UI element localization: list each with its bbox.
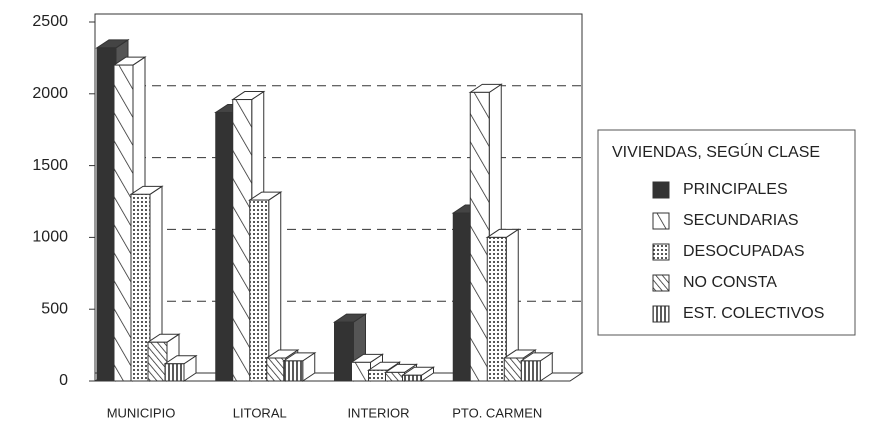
- legend-label: SECUNDARIAS: [683, 212, 799, 229]
- y-tick-label: 1500: [32, 157, 68, 174]
- legend-label: NO CONSTA: [683, 274, 777, 291]
- bar: [282, 351, 317, 382]
- bar: [485, 228, 520, 382]
- bar: [248, 191, 283, 382]
- x-tick-label: MUNICIPIO: [107, 405, 176, 420]
- bar-front: [520, 360, 541, 382]
- bar-front: [130, 193, 151, 382]
- legend-label: DESOCUPADAS: [683, 243, 805, 260]
- bar-front: [469, 91, 490, 382]
- y-tick-label: 1000: [32, 229, 68, 246]
- legend-swatch: [652, 243, 670, 261]
- x-tick-label: INTERIOR: [347, 405, 409, 420]
- bar-front: [486, 236, 507, 382]
- bar: [519, 351, 554, 382]
- bar-front: [334, 321, 354, 382]
- bar-front: [452, 212, 473, 382]
- bar-front: [266, 357, 287, 382]
- y-tick-label: 0: [59, 372, 68, 389]
- y-tick-label: 2000: [32, 85, 68, 102]
- bar: [400, 366, 436, 382]
- legend-label: PRINCIPALES: [683, 181, 788, 198]
- bar-front: [147, 341, 168, 382]
- legend-box: [597, 129, 856, 336]
- legend-title: VIVIENDAS, SEGÚN CLASE: [612, 142, 820, 161]
- legend-label: EST. COLECTIVOS: [683, 305, 824, 322]
- bar: [129, 185, 164, 382]
- bar-front: [283, 360, 304, 382]
- bar-front: [249, 199, 270, 382]
- legend-swatch: [652, 274, 670, 292]
- legend-swatch: [652, 181, 670, 199]
- bar-front: [113, 64, 134, 382]
- y-tick-label: 2500: [32, 13, 68, 30]
- bar-front: [385, 371, 405, 382]
- bar-front: [96, 47, 117, 382]
- bar-front: [215, 111, 236, 382]
- x-tick-label: PTO. CARMEN: [452, 405, 542, 420]
- bar-front: [232, 99, 253, 382]
- legend-swatch: [652, 305, 670, 323]
- bar-front: [503, 357, 524, 382]
- bar: [163, 354, 198, 382]
- y-tick-label: 500: [41, 300, 68, 317]
- legend-swatch: [652, 212, 670, 230]
- bar-front: [368, 369, 388, 382]
- bar-front: [164, 363, 185, 382]
- bar-front: [402, 374, 422, 382]
- bar-front: [351, 361, 371, 382]
- x-tick-label: LITORAL: [233, 405, 287, 420]
